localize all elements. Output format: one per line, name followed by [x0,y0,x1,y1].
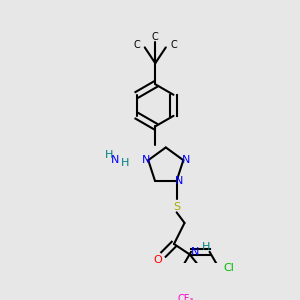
Text: H: H [201,242,210,252]
Text: N: N [182,155,190,165]
Text: N: N [191,247,199,257]
Text: CF₃: CF₃ [178,294,194,300]
Text: C: C [134,40,140,50]
Text: N: N [141,155,150,165]
Text: H: H [120,158,129,168]
Text: O: O [154,255,163,265]
Text: S: S [173,202,180,212]
Text: N: N [111,155,119,165]
Text: H: H [105,150,113,160]
Text: Cl: Cl [224,263,235,273]
Text: C: C [152,32,159,42]
Text: C: C [170,40,177,50]
Text: N: N [175,176,184,186]
